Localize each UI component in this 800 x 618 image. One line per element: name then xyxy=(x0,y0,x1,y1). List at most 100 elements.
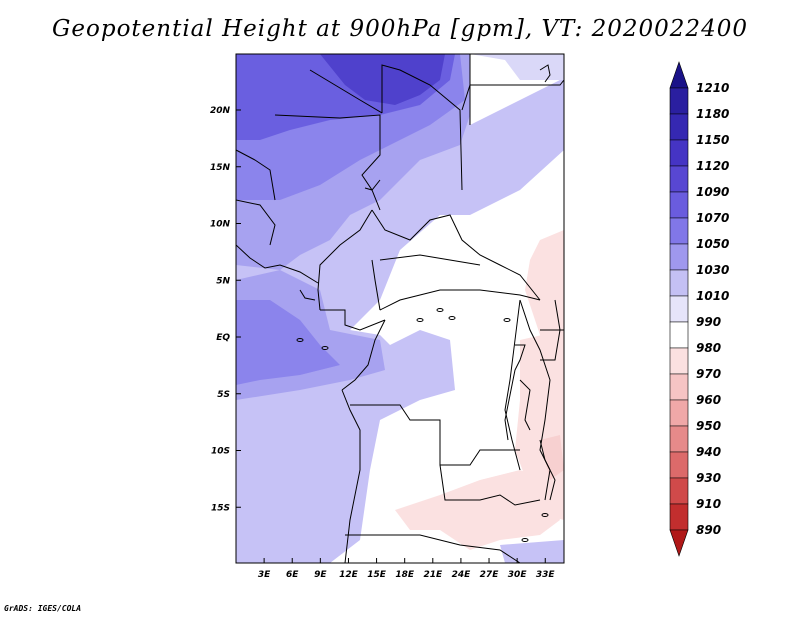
lon-label: 30E xyxy=(508,570,528,580)
lake-outline xyxy=(503,318,511,322)
country-borders xyxy=(236,54,564,563)
colorbar-label: 1150 xyxy=(696,133,729,147)
border-line xyxy=(539,439,556,501)
colorbar-segment xyxy=(669,191,689,219)
border-line xyxy=(350,404,520,466)
border-line xyxy=(381,64,463,191)
colorbar-label: 960 xyxy=(696,393,721,407)
border-line xyxy=(341,319,386,391)
colorbar-label: 910 xyxy=(696,497,721,511)
colorbar-segment xyxy=(669,61,689,89)
colorbar-segment xyxy=(669,139,689,167)
colorbar-label: 890 xyxy=(696,523,721,537)
colorbar-label: 1070 xyxy=(696,211,729,225)
colorbar-label: 980 xyxy=(696,341,721,355)
border-line xyxy=(439,464,541,506)
border-line xyxy=(236,244,319,284)
colorbar-segment xyxy=(669,87,689,115)
border-line xyxy=(341,389,361,563)
lon-label: 12E xyxy=(339,570,359,580)
border-line xyxy=(317,209,373,311)
colorbar-label: 1090 xyxy=(696,185,729,199)
lat-label: 10N xyxy=(210,220,231,230)
lake-outline xyxy=(416,318,424,322)
colorbar-segment xyxy=(669,425,689,453)
colorbar-segment xyxy=(669,321,689,349)
colorbar: 1210 1180 1150 1120 1090 1070 1050 1030 1010 990 9… xyxy=(669,61,729,557)
lake-outline xyxy=(321,346,329,350)
zone-990-south xyxy=(395,470,560,550)
colorbar-label: 930 xyxy=(696,471,721,485)
border-line xyxy=(539,64,551,83)
colorbar-segment xyxy=(669,165,689,193)
colorbar-label: 1030 xyxy=(696,263,729,277)
border-line xyxy=(320,309,386,331)
colorbar-label: 1120 xyxy=(696,159,729,173)
lat-label: 10S xyxy=(211,447,230,457)
colorbar-segment xyxy=(669,243,689,271)
border-line xyxy=(371,209,541,301)
border-line xyxy=(379,289,541,311)
zone-1010-ne xyxy=(470,54,564,80)
border-line xyxy=(504,299,521,471)
lon-label: 15E xyxy=(367,570,387,580)
height-field xyxy=(236,54,564,563)
border-line xyxy=(236,149,276,201)
border-line xyxy=(379,254,481,266)
border-line xyxy=(519,379,531,431)
colorbar-label: 970 xyxy=(696,367,721,381)
zone-980 xyxy=(540,435,564,480)
colorbar-segment xyxy=(669,399,689,427)
lon-label: 3E xyxy=(258,570,271,580)
border-line xyxy=(371,259,381,311)
lat-label: 20N xyxy=(210,106,231,116)
colorbar-label: 1210 xyxy=(696,81,729,95)
lat-label: 15N xyxy=(210,163,231,173)
lon-label: 6E xyxy=(286,570,299,580)
border-line xyxy=(309,69,383,114)
lon-label: 33E xyxy=(536,570,556,580)
chart-title: Geopotential Height at 900hPa [gpm], VT:… xyxy=(52,16,748,42)
colorbar-segment xyxy=(669,477,689,505)
zone-1070-coast xyxy=(236,300,340,385)
colorbar-segment xyxy=(669,295,689,323)
zone-south-blue xyxy=(500,540,564,563)
lat-label: 5S xyxy=(217,390,230,400)
lat-label: EQ xyxy=(216,333,230,343)
lat-label: 5N xyxy=(216,276,230,286)
border-line xyxy=(364,179,381,191)
zone-990-east xyxy=(525,230,564,350)
lon-label: 24E xyxy=(452,570,472,580)
colorbar-segment xyxy=(669,373,689,401)
axis-ticks: 20N 15N 10N 5N EQ 5S 10S 15S 3E 6E 9E 12E 15E 18E 21E 2… xyxy=(210,106,556,580)
grads-credit: GrADS: IGES/COLA xyxy=(4,604,82,613)
colorbar-label: 1010 xyxy=(696,289,729,303)
lon-label: 9E xyxy=(314,570,327,580)
lake-outline xyxy=(296,338,304,342)
colorbar-label: 940 xyxy=(696,445,721,459)
lat-label: 15S xyxy=(211,503,230,513)
border-line xyxy=(540,299,561,361)
colorbar-segment xyxy=(669,529,689,557)
lake-outline xyxy=(521,538,529,542)
colorbar-segment xyxy=(669,451,689,479)
colorbar-label: 950 xyxy=(696,419,721,433)
lon-label: 21E xyxy=(423,570,443,580)
colorbar-segment xyxy=(669,217,689,245)
lake-outline xyxy=(541,513,549,517)
colorbar-segment xyxy=(669,269,689,297)
border-line xyxy=(236,199,276,246)
border-line xyxy=(504,344,526,441)
colorbar-segment xyxy=(669,347,689,375)
colorbar-segment xyxy=(669,113,689,141)
map-frame xyxy=(235,53,565,564)
border-line xyxy=(345,534,521,563)
lake-outline xyxy=(448,316,456,320)
lon-label: 18E xyxy=(395,570,415,580)
lake-outline xyxy=(436,308,444,312)
colorbar-label: 1050 xyxy=(696,237,729,251)
colorbar-segment xyxy=(669,503,689,531)
border-line xyxy=(299,289,316,301)
colorbar-label: 990 xyxy=(696,315,721,329)
